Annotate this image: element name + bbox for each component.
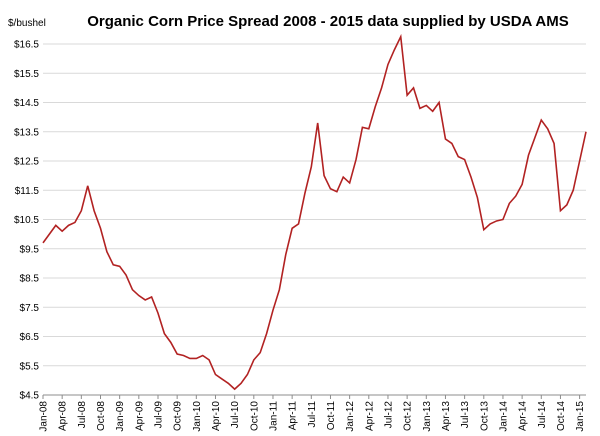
x-tick-label: Oct-14 [556,401,567,431]
x-tick-label: Jan-09 [115,401,126,432]
y-tick-label: $9.5 [20,244,40,255]
y-tick-label: $12.5 [14,157,39,168]
y-tick-label: $15.5 [14,69,39,80]
x-tick-label: Oct-10 [249,401,260,431]
x-tick-label: Jan-12 [345,401,356,432]
x-tick-label: Jan-10 [192,401,203,432]
y-tick-label: $8.5 [20,274,40,285]
y-tick-label: $11.5 [15,186,40,197]
x-tick-label: Jan-14 [498,401,509,432]
x-tick-label: Oct-13 [479,401,490,431]
x-tick-label: Jan-15 [575,401,586,432]
y-axis-unit-label: $/bushel [8,18,46,29]
x-tick-label: Jul-14 [537,401,548,429]
x-tick-label: Apr-08 [58,401,69,431]
x-tick-label: Jan-11 [268,401,279,431]
y-tick-label: $16.5 [14,40,39,51]
y-tick-label: $4.5 [20,391,40,402]
y-tick-label: $13.5 [14,127,39,138]
x-tick-label: Jul-10 [230,401,241,429]
x-tick-label: Jul-13 [460,401,471,429]
y-tick-label: $5.5 [20,361,40,372]
y-tick-label: $10.5 [14,215,39,226]
y-tick-label: $6.5 [20,332,40,343]
x-tick-label: Apr-10 [211,401,222,431]
x-tick-label: Jan-13 [422,401,433,432]
y-tick-label: $14.5 [14,98,39,109]
x-tick-label: Oct-11 [326,401,337,431]
x-tick-label: Apr-11 [288,401,299,431]
x-tick-label: Apr-13 [441,401,452,431]
x-tick-label: Apr-12 [364,401,375,431]
x-axis-tick-labels: Jan-08 Apr-08 Jul-08 Oct-08 Jan-09 Apr-09 Jul-… [39,395,586,432]
x-tick-label: Oct-09 [173,401,184,431]
x-tick-label: Jan-08 [39,401,50,432]
x-tick-label: Jul-09 [153,401,164,429]
x-tick-label: Apr-14 [518,401,529,431]
y-tick-label: $7.5 [20,303,40,314]
x-tick-label: Jul-12 [383,401,394,429]
price-series-line [42,33,587,391]
x-tick-label: Jul-11 [307,401,318,428]
y-axis-tick-labels: $4.5 $5.5 $6.5 $7.5 $8.5 $9.5 $10.5 $11.5 $12.5 $… [14,40,39,402]
x-tick-label: Oct-12 [403,401,414,431]
chart-title: Organic Corn Price Spread 2008 - 2015 da… [87,13,569,30]
gridlines [43,43,586,396]
x-tick-label: Oct-08 [96,401,107,431]
x-tick-label: Apr-09 [134,401,145,431]
x-tick-label: Jul-08 [77,401,88,429]
